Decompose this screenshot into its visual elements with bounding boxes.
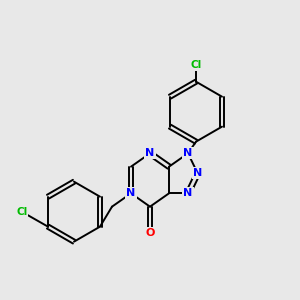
Text: N: N bbox=[146, 148, 154, 158]
Text: Cl: Cl bbox=[190, 60, 202, 70]
Text: O: O bbox=[145, 228, 155, 238]
Text: N: N bbox=[126, 188, 136, 198]
Text: Cl: Cl bbox=[16, 207, 27, 217]
Text: N: N bbox=[183, 188, 193, 198]
Text: N: N bbox=[193, 168, 202, 178]
Text: N: N bbox=[183, 148, 193, 158]
